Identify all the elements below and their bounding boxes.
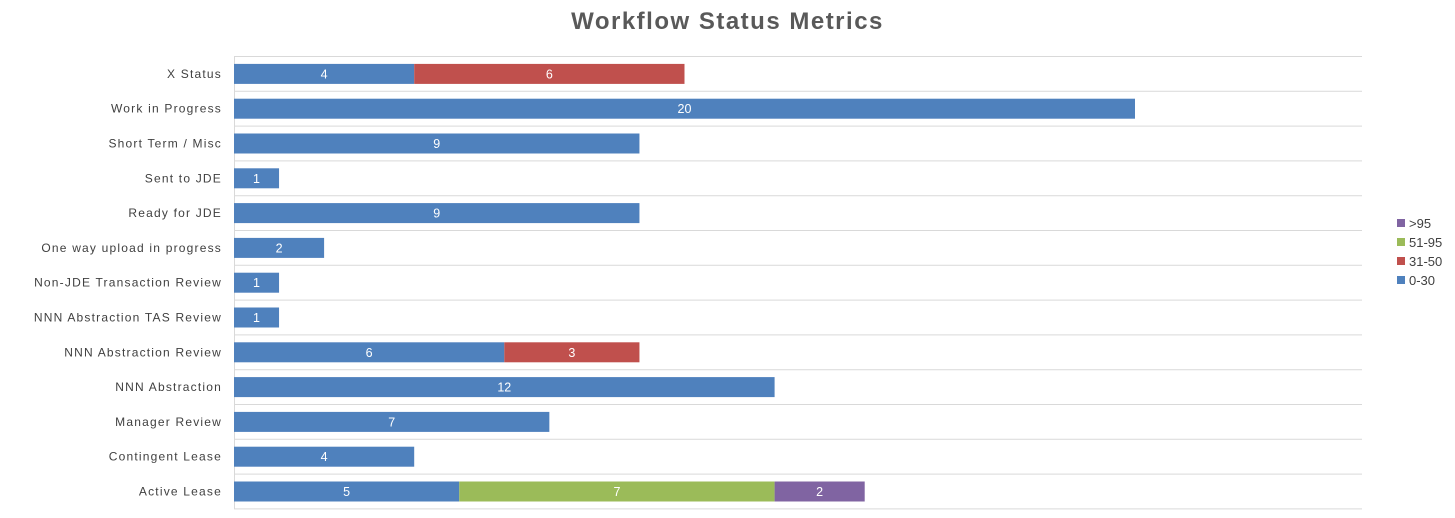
chart-title: Workflow Status Metrics — [571, 8, 884, 35]
data-label: 2 — [276, 241, 283, 255]
category-label: Ready for JDE — [128, 206, 222, 220]
legend-label: 51-95 — [1409, 235, 1442, 250]
legend-label: 0-30 — [1409, 273, 1435, 288]
bar-segment — [234, 98, 1135, 119]
category-label: Non-JDE Transaction Review — [34, 276, 222, 290]
bar-segment — [234, 377, 775, 398]
bar-segment — [234, 168, 280, 189]
bar-segment — [234, 63, 415, 84]
bar-segment — [774, 481, 865, 502]
bar-segment — [504, 342, 640, 363]
legend-label: >95 — [1409, 216, 1431, 231]
data-label: 3 — [568, 346, 575, 360]
category-label: NNN Abstraction — [115, 380, 222, 394]
bar-segment — [234, 203, 640, 224]
data-label: 4 — [321, 450, 328, 464]
bar-segment — [234, 307, 280, 328]
category-label: Active Lease — [139, 485, 222, 499]
category-label: Short Term / Misc — [108, 137, 222, 151]
legend-swatch — [1397, 276, 1405, 284]
data-label: 1 — [253, 311, 260, 325]
legend-swatch — [1397, 238, 1405, 246]
category-label: Work in Progress — [111, 102, 222, 116]
data-label: 7 — [613, 485, 620, 499]
category-label: NNN Abstraction TAS Review — [34, 311, 222, 325]
bar-segment — [414, 63, 685, 84]
category-label: One way upload in progress — [41, 241, 222, 255]
bar-segment — [234, 133, 640, 154]
data-label: 9 — [433, 137, 440, 151]
data-label: 6 — [366, 346, 373, 360]
data-label: 20 — [678, 102, 692, 116]
category-label: Manager Review — [115, 415, 222, 429]
bar-segment — [234, 272, 280, 293]
category-label: NNN Abstraction Review — [64, 345, 222, 359]
data-label: 4 — [321, 67, 328, 81]
data-label: 2 — [816, 485, 823, 499]
data-label: 1 — [253, 172, 260, 186]
bar-segment — [234, 342, 505, 363]
data-label: 9 — [433, 207, 440, 221]
bar-segment — [234, 411, 550, 432]
bar-segment — [234, 481, 460, 502]
bar-segment — [234, 446, 415, 467]
data-label: 6 — [546, 67, 553, 81]
data-label: 1 — [253, 276, 260, 290]
bar-segment — [459, 481, 775, 502]
category-label: Sent to JDE — [145, 171, 222, 185]
bar-segment — [234, 237, 325, 258]
data-label: 5 — [343, 485, 350, 499]
category-label: X Status — [167, 67, 222, 81]
data-label: 7 — [388, 415, 395, 429]
legend-label: 31-50 — [1409, 254, 1442, 269]
legend-swatch — [1397, 219, 1405, 227]
category-label: Contingent Lease — [109, 450, 222, 464]
legend-swatch — [1397, 257, 1405, 265]
data-label: 12 — [497, 381, 511, 395]
